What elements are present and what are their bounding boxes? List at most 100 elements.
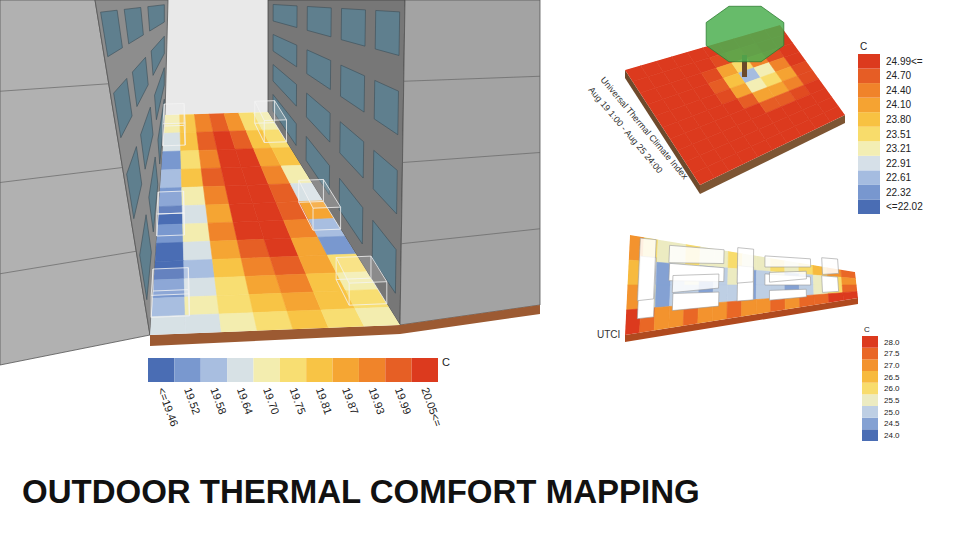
color-bar-unit: C — [860, 41, 867, 52]
wireframe-edge — [183, 191, 184, 213]
heat-cell — [183, 223, 210, 242]
color-swatch — [858, 185, 880, 200]
color-swatch — [862, 348, 878, 360]
heat-cell — [756, 285, 770, 300]
heat-cell — [814, 294, 829, 305]
heatmap-cells — [625, 235, 858, 335]
color-bar: 24.024.525.025.526.026.527.027.528.0C — [862, 325, 900, 441]
color-bar-label: <=19.46 — [156, 386, 181, 428]
building-wall — [268, 0, 405, 325]
color-bar-label: 19.64 — [235, 386, 256, 416]
slide-title: OUTDOOR THERMAL COMFORT MAPPING — [22, 473, 700, 510]
color-bar-label: 24.99<= — [886, 56, 923, 67]
heat-cell — [828, 293, 843, 303]
heat-cell — [756, 298, 771, 314]
building-back — [165, 0, 268, 115]
color-bar-label: 23.21 — [886, 143, 911, 154]
heat-cell — [180, 132, 199, 151]
window — [140, 215, 152, 300]
window — [373, 150, 397, 214]
color-bar-label: 19.58 — [208, 386, 229, 416]
site-buildings — [637, 238, 838, 319]
window — [132, 57, 148, 106]
color-swatch — [858, 170, 880, 185]
color-swatch — [412, 358, 438, 382]
heat-cell — [155, 242, 184, 261]
block-side — [700, 115, 845, 194]
building-roof — [637, 238, 656, 301]
heat-cell — [842, 277, 857, 285]
window — [148, 5, 165, 31]
wireframe-edge — [340, 207, 341, 229]
color-bar-label: 22.91 — [886, 158, 911, 169]
wireframes — [151, 101, 387, 318]
color-bar-label: 24.5 — [884, 419, 900, 428]
window — [151, 36, 164, 75]
heat-cell — [249, 293, 287, 312]
window — [273, 34, 297, 66]
color-bar-label: 20.05<= — [419, 386, 444, 428]
heat-cell — [160, 169, 182, 188]
wireframe-edge — [184, 213, 185, 235]
wireframe-box — [151, 268, 189, 296]
heat-cell — [181, 169, 203, 188]
floor-line — [403, 153, 541, 163]
panel-title: Universal Thermal Climate Index — [598, 75, 690, 182]
heat-cell — [206, 204, 233, 223]
color-swatch — [858, 112, 880, 127]
wireframe-edge — [323, 179, 324, 201]
heat-cell — [245, 275, 281, 294]
heat-cell — [727, 301, 742, 319]
building-face — [400, 0, 540, 325]
color-swatch — [201, 358, 227, 382]
heat-cell — [185, 296, 219, 316]
color-swatch — [174, 358, 200, 382]
color-bar: <=19.4619.5219.5819.6419.7019.7519.8119.… — [148, 356, 450, 428]
color-bar-label: 25.5 — [884, 396, 900, 405]
color-bar-label: 22.61 — [886, 172, 911, 183]
heat-cell — [655, 285, 670, 308]
building-roof — [737, 248, 754, 283]
wireframe-edge — [349, 283, 350, 305]
wireframe-edge — [158, 192, 159, 214]
wireframe-edge — [264, 121, 265, 143]
color-bar-label: 23.80 — [886, 114, 911, 125]
color-swatch — [858, 199, 880, 214]
color-bar-label: 23.51 — [886, 129, 911, 140]
color-bar-label: 27.0 — [884, 361, 900, 370]
heat-cell — [824, 106, 845, 122]
wireframe-box — [255, 123, 287, 143]
window — [375, 10, 399, 55]
window — [124, 7, 143, 43]
heat-cell — [183, 241, 212, 260]
floor-line — [404, 76, 540, 81]
color-swatch — [862, 406, 878, 418]
color-swatch — [858, 98, 880, 113]
color-bar-unit: C — [442, 356, 450, 368]
slide: <=19.4619.5219.5819.6419.7019.7519.8119.… — [0, 0, 960, 540]
heat-cell — [210, 240, 241, 259]
color-swatch — [858, 54, 880, 69]
heat-cell — [182, 187, 206, 206]
wireframe-box — [157, 213, 185, 236]
wireframe-edge — [184, 103, 185, 125]
color-bar-label: 19.99 — [393, 386, 414, 416]
floor-line — [0, 84, 109, 92]
window — [307, 6, 331, 36]
heat-cell — [185, 314, 221, 334]
heat-cell — [219, 313, 257, 333]
color-swatch — [862, 359, 878, 371]
color-swatch — [385, 358, 411, 382]
color-bar-label: 19.75 — [288, 386, 309, 416]
wireframe-edge — [286, 120, 287, 142]
heat-cell — [150, 315, 186, 335]
color-bar-label: 24.0 — [884, 431, 900, 440]
heat-cell — [156, 224, 183, 243]
heat-cell — [181, 150, 201, 169]
color-bar: <=22.0222.3222.6122.9123.2123.5123.8024.… — [858, 41, 923, 214]
wireframe-edge — [162, 124, 163, 146]
heatmap-cells — [150, 112, 400, 335]
panel-subtitle: Aug 19 1:00 - Aug 25 24:00 — [586, 85, 664, 175]
color-swatch — [862, 371, 878, 383]
color-bar-label: <=22.02 — [886, 201, 923, 212]
